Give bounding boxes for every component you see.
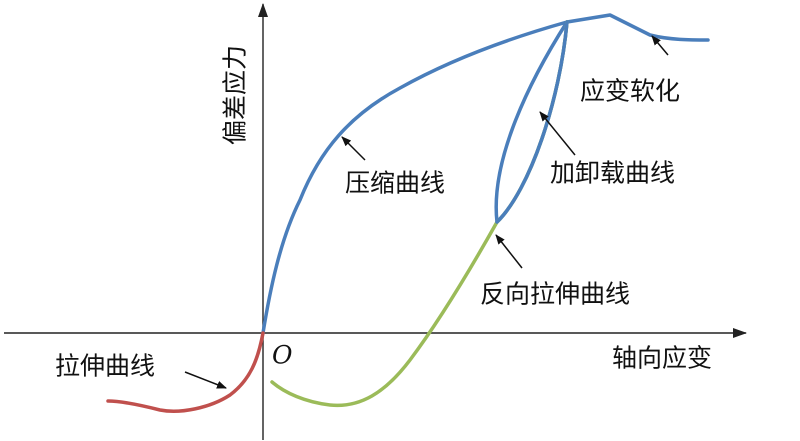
curve-label: 反向拉伸曲线 bbox=[480, 280, 630, 309]
curve-label: 应变软化 bbox=[580, 77, 680, 106]
curve-label: 压缩曲线 bbox=[345, 169, 445, 198]
curve-label: 拉伸曲线 bbox=[55, 352, 155, 381]
compression-curve bbox=[261, 13, 710, 335]
x-axis-label: 轴向应变 bbox=[612, 344, 712, 373]
arrow bbox=[539, 111, 576, 156]
arrow bbox=[341, 136, 366, 161]
tension-curve bbox=[106, 331, 265, 413]
arrow bbox=[651, 35, 669, 56]
arrow bbox=[495, 234, 523, 269]
origin-label: O bbox=[272, 341, 293, 370]
reload-curve bbox=[495, 20, 569, 224]
y-axis-label: 偏差应力 bbox=[221, 45, 250, 145]
unload-curve bbox=[494, 20, 569, 224]
arrow bbox=[184, 371, 227, 389]
curve-label: 加卸载曲线 bbox=[550, 159, 675, 188]
reload-curve-top bbox=[495, 20, 569, 224]
